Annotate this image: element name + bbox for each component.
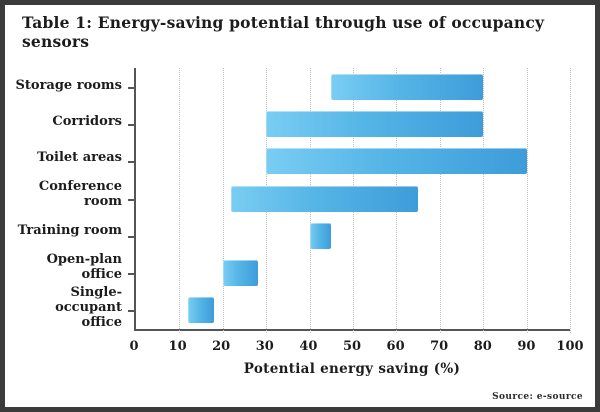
x-tick-label-70: 70: [430, 339, 449, 354]
y-axis-tick: [128, 86, 136, 89]
range-bar: [266, 148, 527, 175]
category-label: Open-plan office: [46, 252, 122, 282]
x-tick-label-20: 20: [212, 339, 231, 354]
x-axis-title: Potential energy saving (%): [243, 361, 461, 377]
gridline-x-80: [483, 68, 485, 333]
gridline-x-70: [439, 68, 441, 333]
y-axis-tick: [128, 235, 136, 238]
x-tick-label-90: 90: [517, 339, 536, 354]
x-tick-label-100: 100: [556, 339, 584, 354]
plot-area: [128, 68, 571, 333]
range-bar: [231, 185, 419, 212]
x-tick-label-40: 40: [299, 339, 318, 354]
category-label: Storage rooms: [15, 77, 123, 93]
range-bar: [222, 260, 258, 287]
range-bar: [188, 297, 215, 324]
category-label: Training room: [17, 223, 122, 239]
y-axis-tick: [128, 273, 136, 276]
range-bar: [309, 222, 332, 249]
x-tick-label-10: 10: [168, 339, 187, 354]
category-label: Corridors: [52, 114, 122, 130]
category-label: Toilet areas: [37, 150, 122, 166]
y-axis-tick: [128, 161, 136, 164]
gridline-x-20: [222, 68, 224, 333]
x-axis-tick-labels: 0 10 20 30 40 50 60 70 80 90 100: [129, 339, 583, 355]
y-axis-tick: [128, 198, 136, 201]
x-tick-label-60: 60: [386, 339, 405, 354]
y-axis-tick: [128, 310, 136, 313]
source-credit: Source: e-source: [492, 392, 583, 402]
gridline-x-90: [526, 68, 528, 333]
x-tick-label-50: 50: [342, 339, 362, 354]
gridline-x-100: [570, 68, 571, 333]
category-label: Conference room: [38, 179, 122, 210]
range-bar: [331, 73, 484, 100]
range-bar: [266, 110, 484, 137]
x-tick-label-30: 30: [255, 339, 274, 354]
category-label: Single-occupant office: [55, 285, 122, 331]
category-axis-labels: Storage rooms Corridors Toilet areas Confer…: [11, 68, 128, 331]
gridline-x-10: [179, 68, 181, 333]
x-tick-label-0: 0: [129, 339, 139, 354]
chart-title: Table 1: Energy-saving potential through…: [22, 13, 545, 51]
y-axis-tick: [128, 123, 136, 126]
x-tick-label-80: 80: [473, 339, 492, 354]
